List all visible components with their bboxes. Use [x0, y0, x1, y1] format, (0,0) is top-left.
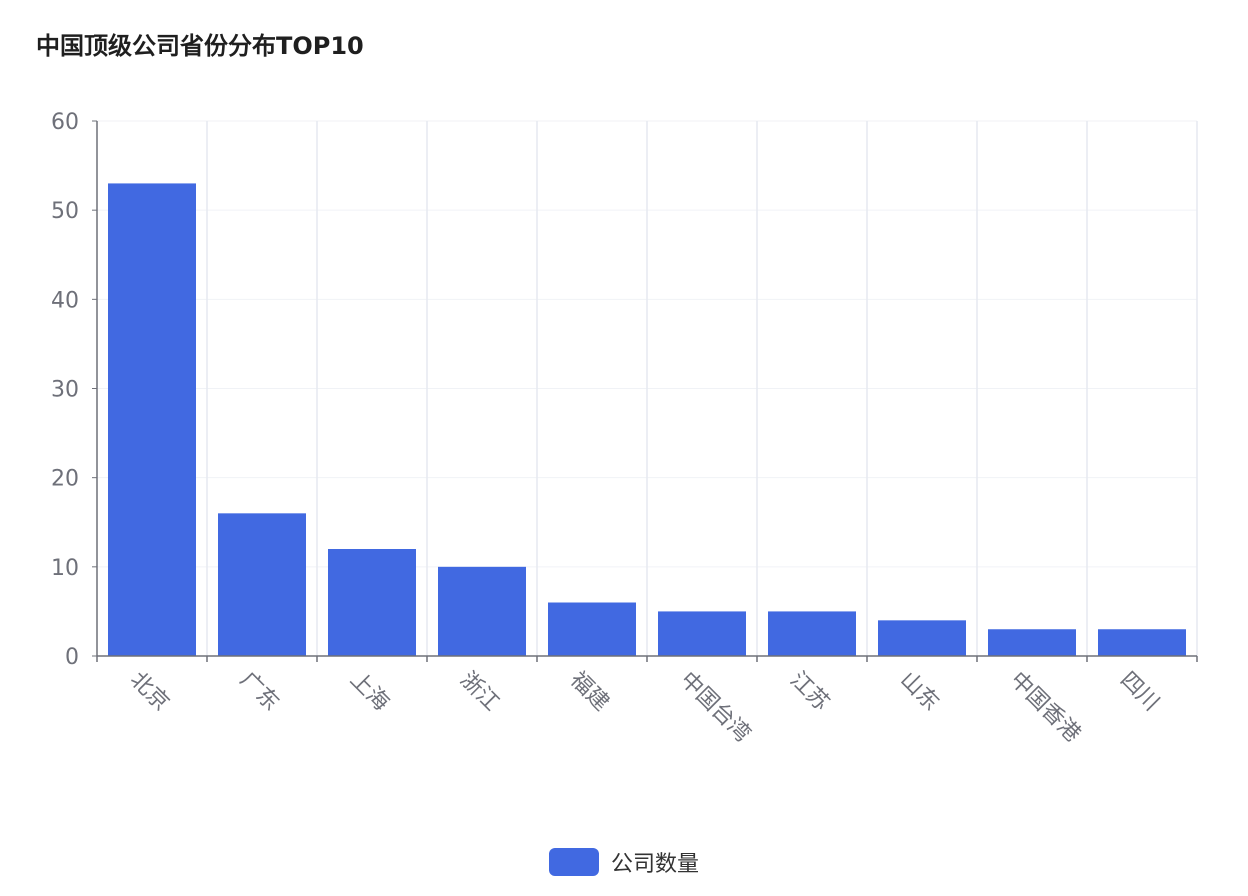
- x-tick-label: 中国台湾: [675, 667, 755, 747]
- x-tick-label: 四川: [1115, 667, 1164, 716]
- bar-福建[interactable]: [548, 602, 636, 657]
- y-tick-label: 60: [51, 110, 79, 135]
- bar-上海[interactable]: [328, 549, 416, 656]
- x-tick-label: 江苏: [785, 667, 834, 716]
- x-tick-label: 广东: [235, 667, 284, 716]
- y-tick-label: 40: [51, 288, 79, 313]
- bar-四川[interactable]: [1098, 629, 1186, 656]
- y-tick-label: 10: [51, 556, 79, 581]
- bar-北京[interactable]: [108, 183, 196, 656]
- y-tick-label: 30: [51, 378, 79, 403]
- y-tick-label: 50: [51, 199, 79, 224]
- x-tick-label: 山东: [895, 667, 944, 716]
- legend: 公司数量: [0, 846, 1248, 878]
- grid-layer: [97, 120, 1198, 656]
- bar-广东[interactable]: [218, 513, 306, 656]
- x-tick-label: 北京: [125, 667, 174, 716]
- x-tick-label: 中国香港: [1005, 667, 1085, 747]
- y-tick-label: 0: [65, 645, 79, 670]
- legend-label: 公司数量: [610, 852, 699, 877]
- bar-中国香港[interactable]: [988, 629, 1076, 656]
- legend-swatch: [548, 848, 599, 876]
- bar-山东[interactable]: [878, 620, 966, 656]
- legend-item[interactable]: 公司数量: [548, 846, 699, 878]
- bar-中国台湾[interactable]: [658, 611, 746, 656]
- x-tick-label: 福建: [565, 667, 614, 716]
- bars-layer: [108, 183, 1186, 656]
- bar-浙江[interactable]: [438, 566, 526, 656]
- y-tick-label: 20: [51, 467, 79, 492]
- chart-title: 中国顶级公司省份分布TOP10: [36, 32, 364, 60]
- x-tick-label: 上海: [345, 667, 394, 716]
- x-tick-label: 浙江: [455, 667, 504, 716]
- bar-江苏[interactable]: [768, 611, 856, 656]
- axis-layer: [92, 120, 1198, 662]
